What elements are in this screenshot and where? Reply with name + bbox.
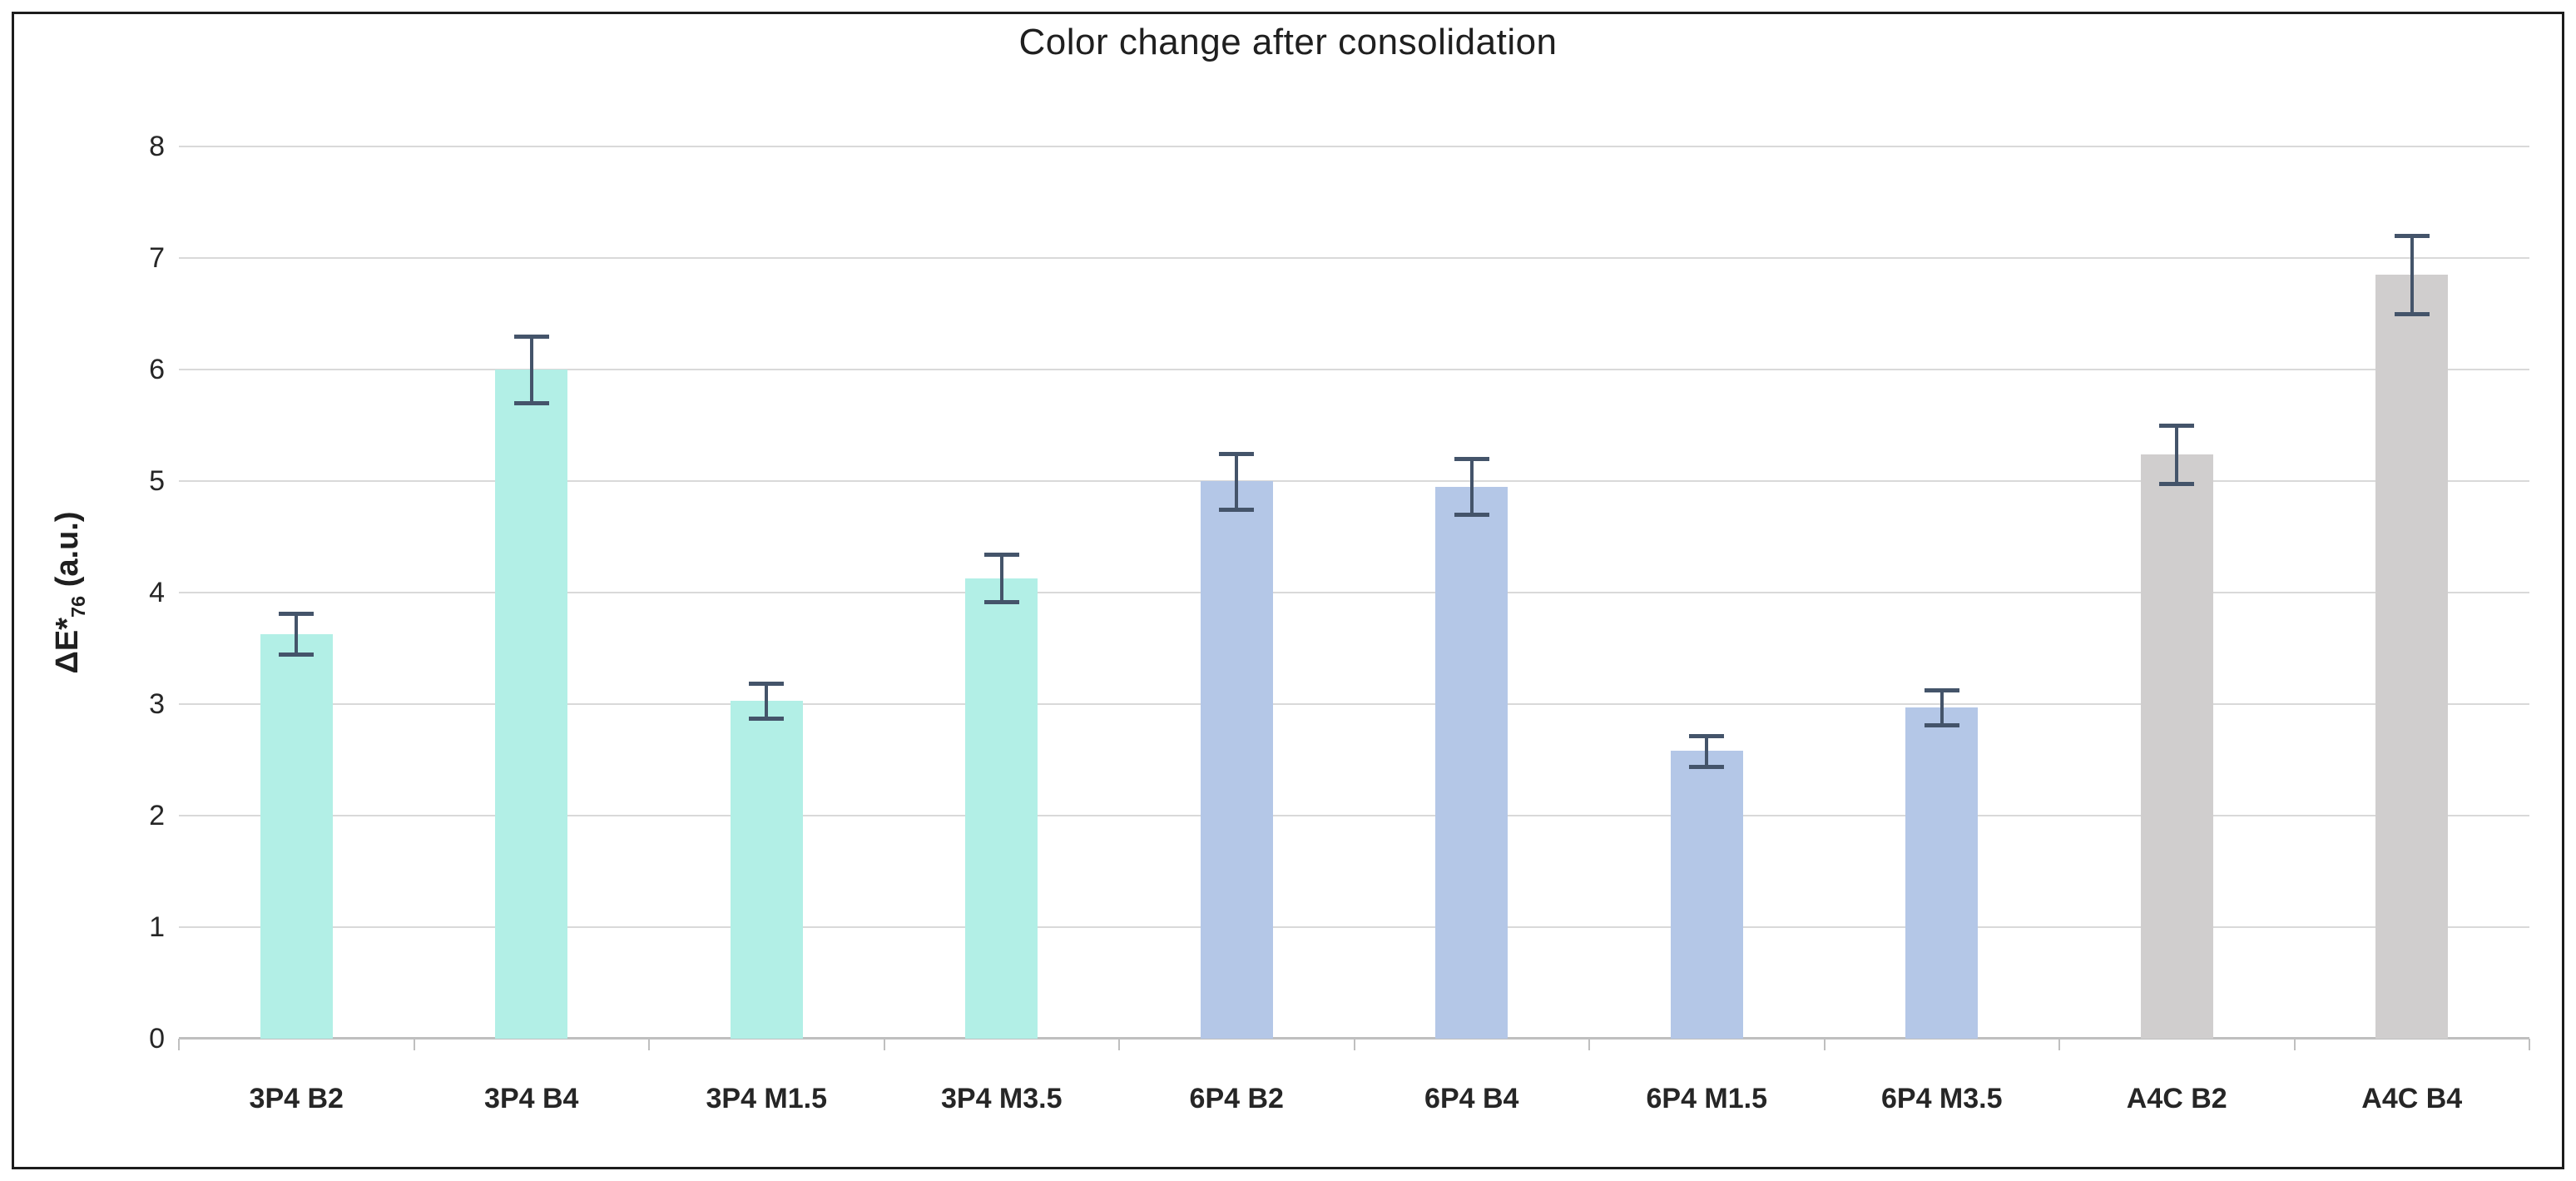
error-bar-cap bbox=[1454, 457, 1489, 462]
error-bar-line bbox=[1939, 689, 1944, 726]
error-bar-line bbox=[1235, 453, 1239, 509]
error-bar-cap bbox=[1689, 733, 1725, 738]
error-bar-cap bbox=[983, 553, 1019, 558]
gridline bbox=[179, 369, 2529, 370]
bar bbox=[1435, 486, 1508, 1039]
x-axis-label: 6P4 B2 bbox=[1189, 1083, 1284, 1114]
gridline bbox=[179, 257, 2529, 259]
error-bar-line bbox=[295, 613, 299, 654]
error-bar-line bbox=[1469, 459, 1474, 515]
x-axis-label: 6P4 M3.5 bbox=[1880, 1083, 2003, 1114]
x-axis-tick bbox=[648, 1039, 650, 1050]
x-axis-labels: 3P4 B2 3P4 B4 3P4 M1.5 3P4 M3.5 6P4 B2 6P4 B4… bbox=[179, 1080, 2529, 1117]
gridline bbox=[179, 146, 2529, 147]
error-bar-line bbox=[765, 682, 769, 719]
error-bar-line bbox=[2410, 236, 2414, 314]
bar bbox=[1670, 751, 1743, 1039]
x-axis-label: 3P4 M3.5 bbox=[940, 1083, 1063, 1114]
bar bbox=[260, 633, 333, 1039]
x-axis-tick bbox=[1118, 1039, 1120, 1050]
bar bbox=[1200, 481, 1273, 1039]
x-axis-label: 3P4 B2 bbox=[249, 1083, 344, 1114]
y-axis-tick-label: 6 bbox=[149, 354, 165, 385]
gridline bbox=[179, 703, 2529, 705]
error-bar-cap bbox=[2394, 312, 2430, 316]
x-axis-line bbox=[179, 1037, 2529, 1040]
error-bar-cap bbox=[1219, 507, 1255, 512]
x-axis-label: A4C B2 bbox=[2126, 1083, 2227, 1114]
error-bar-cap bbox=[983, 599, 1019, 604]
error-bar-cap bbox=[513, 334, 549, 339]
error-bar-cap bbox=[2394, 234, 2430, 239]
x-axis-label: 3P4 M1.5 bbox=[706, 1083, 828, 1114]
gridline bbox=[179, 592, 2529, 593]
x-axis-tick bbox=[178, 1039, 180, 1050]
bar bbox=[1905, 707, 1979, 1039]
error-bar-cap bbox=[513, 401, 549, 406]
error-bar-cap bbox=[749, 681, 785, 686]
error-bar-line bbox=[529, 335, 533, 404]
bar bbox=[495, 370, 568, 1039]
error-bar-cap bbox=[1924, 723, 1959, 728]
error-bar-cap bbox=[279, 652, 315, 657]
y-axis-tick-label: 7 bbox=[149, 242, 165, 274]
x-axis-tick bbox=[2293, 1039, 2296, 1050]
x-axis-label: A4C B4 bbox=[2361, 1083, 2463, 1114]
error-bar-cap bbox=[1454, 513, 1489, 518]
gridline bbox=[179, 926, 2529, 928]
error-bar-cap bbox=[2159, 424, 2195, 428]
error-bar-cap bbox=[2159, 481, 2195, 486]
y-axis-tick-label: 5 bbox=[149, 465, 165, 497]
x-axis-tick bbox=[2058, 1039, 2060, 1050]
x-axis-label: 3P4 B4 bbox=[484, 1083, 579, 1114]
x-axis-label: 6P4 B4 bbox=[1424, 1083, 1519, 1114]
x-axis-label: 6P4 M1.5 bbox=[1646, 1083, 1768, 1114]
gridline bbox=[179, 480, 2529, 482]
bar bbox=[965, 578, 1038, 1039]
x-axis-tick bbox=[883, 1039, 885, 1050]
error-bar-line bbox=[1705, 735, 1709, 767]
x-axis-tick bbox=[1823, 1039, 1825, 1050]
plot-area bbox=[178, 146, 2530, 1050]
error-bar-cap bbox=[279, 612, 315, 617]
x-axis-tick bbox=[2529, 1039, 2530, 1050]
error-bar-cap bbox=[1924, 687, 1959, 692]
error-bar-cap bbox=[1219, 451, 1255, 456]
y-axis-tick-label: 0 bbox=[149, 1023, 165, 1054]
error-bar-line bbox=[2175, 425, 2179, 484]
y-axis-tick-label: 2 bbox=[149, 800, 165, 831]
x-axis-tick bbox=[413, 1039, 415, 1050]
y-axis-tick-label: 3 bbox=[149, 688, 165, 720]
y-axis-tick-label: 8 bbox=[149, 131, 165, 162]
y-axis-tick-labels: 0 1 2 3 4 5 6 7 8 bbox=[0, 0, 165, 1181]
y-axis-tick-label: 1 bbox=[149, 911, 165, 943]
y-axis-tick-label: 4 bbox=[149, 577, 165, 608]
error-bar-cap bbox=[749, 717, 785, 722]
error-bar-line bbox=[999, 554, 1003, 602]
bar bbox=[2375, 275, 2449, 1039]
bar bbox=[2140, 454, 2213, 1039]
chart-title: Color change after consolidation bbox=[1018, 22, 1558, 62]
bar bbox=[730, 700, 803, 1039]
x-axis-tick bbox=[1353, 1039, 1355, 1050]
x-axis-tick bbox=[1588, 1039, 1590, 1050]
error-bar-cap bbox=[1689, 765, 1725, 770]
gridline bbox=[179, 815, 2529, 816]
